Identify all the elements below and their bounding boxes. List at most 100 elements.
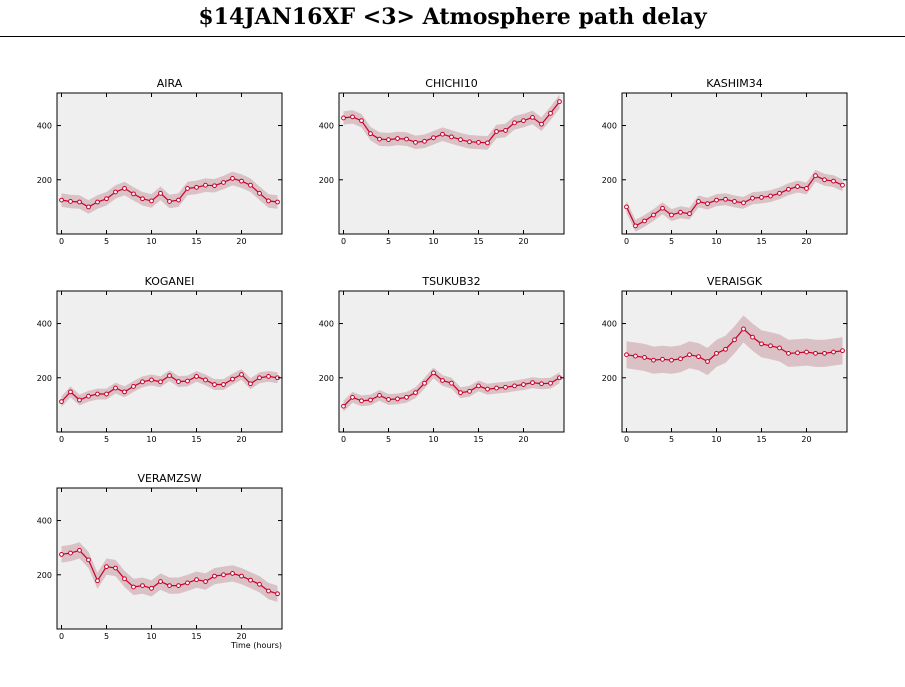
x-tick-label: 10: [428, 435, 438, 444]
data-point: [203, 579, 208, 584]
data-point: [678, 209, 683, 215]
x-tick-label: 0: [624, 237, 629, 246]
data-point: [458, 137, 463, 143]
data-point: [131, 584, 136, 590]
data-point: [413, 139, 418, 145]
data-point: [239, 178, 244, 184]
data-point: [503, 128, 508, 133]
data-point: [104, 564, 109, 570]
data-point: [131, 191, 136, 197]
data-point: [714, 350, 719, 356]
data-point: [140, 583, 145, 589]
data-point: [203, 182, 208, 188]
x-tick-label: 5: [669, 237, 674, 246]
data-point: [221, 572, 226, 578]
y-tick-label: 200: [37, 176, 52, 185]
data-point: [221, 382, 226, 387]
data-point: [741, 326, 746, 332]
data-point: [68, 199, 73, 204]
data-point: [458, 390, 463, 396]
data-point: [266, 374, 271, 379]
data-point: [750, 334, 755, 340]
plot-area: [57, 488, 282, 629]
data-point: [539, 121, 544, 127]
axes-frame: [56, 92, 283, 235]
x-tick-label: 10: [428, 237, 438, 246]
data-point: [230, 376, 235, 382]
data-point: [176, 379, 181, 384]
data-point: [687, 352, 692, 358]
data-point: [813, 173, 818, 179]
panel-koganei: 0 5 10 15 20 200 400 KOGANEI: [37, 275, 283, 444]
data-point: [840, 182, 845, 188]
data-point: [239, 573, 244, 579]
data-point: [822, 177, 827, 183]
panel-title: TSUKUB32: [421, 275, 480, 288]
data-point: [449, 380, 454, 386]
data-point: [212, 183, 217, 189]
x-tick-label: 5: [386, 237, 391, 246]
data-point: [669, 212, 674, 218]
x-axis-label: Time (hours): [230, 641, 282, 650]
data-point: [476, 383, 481, 389]
data-point: [705, 359, 710, 364]
data-point: [777, 345, 782, 351]
data-point: [212, 382, 217, 387]
data-point: [395, 396, 400, 402]
data-point: [786, 186, 791, 192]
data-point: [167, 583, 172, 589]
x-tick-label: 15: [756, 237, 766, 246]
data-point: [521, 382, 526, 387]
data-point: [122, 576, 127, 582]
panel-title: CHICHI10: [425, 77, 477, 90]
x-tick-label: 20: [801, 435, 811, 444]
y-tick-label: 400: [602, 122, 617, 131]
data-point: [341, 115, 346, 121]
x-tick-label: 20: [236, 435, 246, 444]
x-tick-label: 10: [711, 435, 721, 444]
data-point: [386, 397, 391, 402]
data-point: [377, 392, 382, 398]
data-point: [77, 547, 82, 553]
data-point: [149, 585, 154, 591]
x-tick-label: 5: [669, 435, 674, 444]
y-tick-label: 400: [602, 320, 617, 329]
data-point: [813, 350, 818, 356]
data-point: [86, 557, 91, 563]
data-point: [660, 356, 665, 362]
panel-title: VERAMZSW: [137, 472, 201, 485]
axes-frame: [338, 290, 565, 433]
data-point: [467, 388, 472, 394]
data-point: [633, 223, 638, 229]
y-tick-label: 200: [319, 176, 334, 185]
x-tick-label: 5: [386, 435, 391, 444]
axes-frame: [56, 290, 283, 433]
data-point: [768, 343, 773, 349]
data-point: [822, 350, 827, 356]
data-point: [113, 565, 118, 571]
data-point: [59, 197, 64, 203]
data-point: [341, 403, 346, 409]
data-point: [275, 199, 280, 205]
data-point: [386, 137, 391, 143]
axes-frame: [621, 290, 848, 433]
x-tick-label: 20: [518, 435, 528, 444]
page-title: $14JAN16XF <3> Atmosphere path delay: [198, 4, 707, 30]
x-tick-label: 20: [518, 237, 528, 246]
data-point: [777, 190, 782, 196]
data-point: [732, 199, 737, 204]
data-point: [804, 186, 809, 191]
data-point: [503, 384, 508, 390]
title-rule: [0, 36, 905, 37]
data-point: [395, 136, 400, 141]
data-point: [651, 212, 656, 218]
panel-tsukub32: 0 5 10 15 20 200 400 TSUKUB32: [319, 275, 565, 444]
data-point: [377, 136, 382, 142]
data-point: [413, 390, 418, 396]
data-point: [624, 204, 629, 210]
x-tick-label: 15: [191, 435, 201, 444]
data-point: [840, 348, 845, 354]
data-point: [512, 120, 517, 126]
x-tick-label: 15: [756, 435, 766, 444]
data-point: [723, 346, 728, 352]
